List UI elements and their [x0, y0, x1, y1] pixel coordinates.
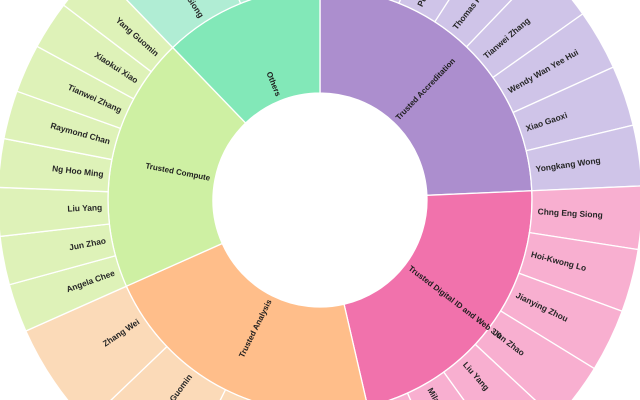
svg-text:Liu Yang: Liu Yang — [67, 202, 102, 213]
